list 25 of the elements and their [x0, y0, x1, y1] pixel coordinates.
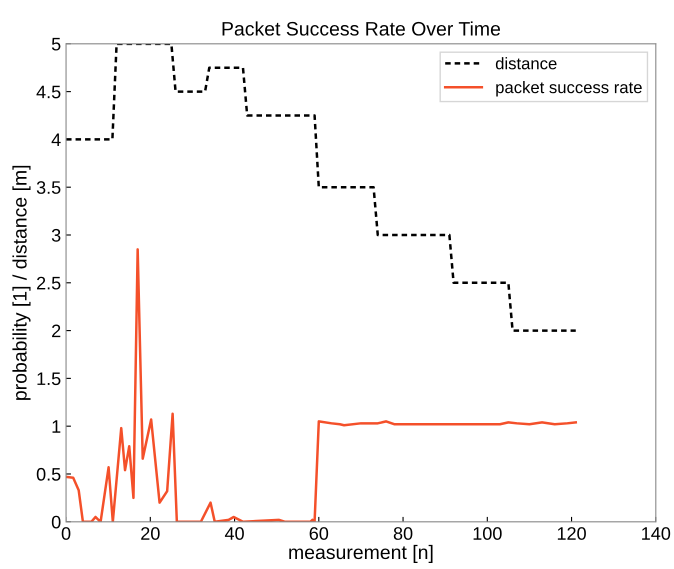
y-tick-label: 1.5: [37, 372, 60, 386]
y-tick-label: 3.5: [36, 181, 60, 194]
x-tick-label: 120: [558, 527, 586, 540]
y-axis-title: probability [1] / distance [m]: [12, 166, 31, 400]
x-tick-label: 140: [642, 527, 670, 540]
x-tick-label: 0: [62, 527, 70, 540]
y-tick-label: 4.5: [36, 86, 60, 98]
x-tick-label: 60: [310, 527, 328, 540]
y-tick-label: 0.5: [36, 468, 60, 481]
y-tick-label: 0: [52, 516, 60, 528]
y-tick-label: 2.5: [37, 276, 60, 290]
y-tick-label: 4: [52, 134, 61, 146]
legend-label: packet success rate: [496, 81, 642, 97]
y-tick-label: 2: [52, 324, 60, 338]
y-tick-label: 1: [52, 420, 60, 433]
legend-label: distance: [496, 57, 557, 70]
x-tick-label: 80: [394, 527, 412, 540]
chart-title: Packet Success Rate Over Time: [222, 21, 500, 36]
x-tick-label: 100: [474, 527, 502, 540]
line-series: [66, 248, 578, 522]
x-tick-label: 40: [224, 527, 244, 540]
y-tick-label: 5: [52, 38, 60, 51]
y-tick-label: 3: [52, 228, 60, 242]
x-axis-title: measurement [n]: [289, 544, 432, 563]
x-tick-label: 20: [141, 527, 160, 540]
